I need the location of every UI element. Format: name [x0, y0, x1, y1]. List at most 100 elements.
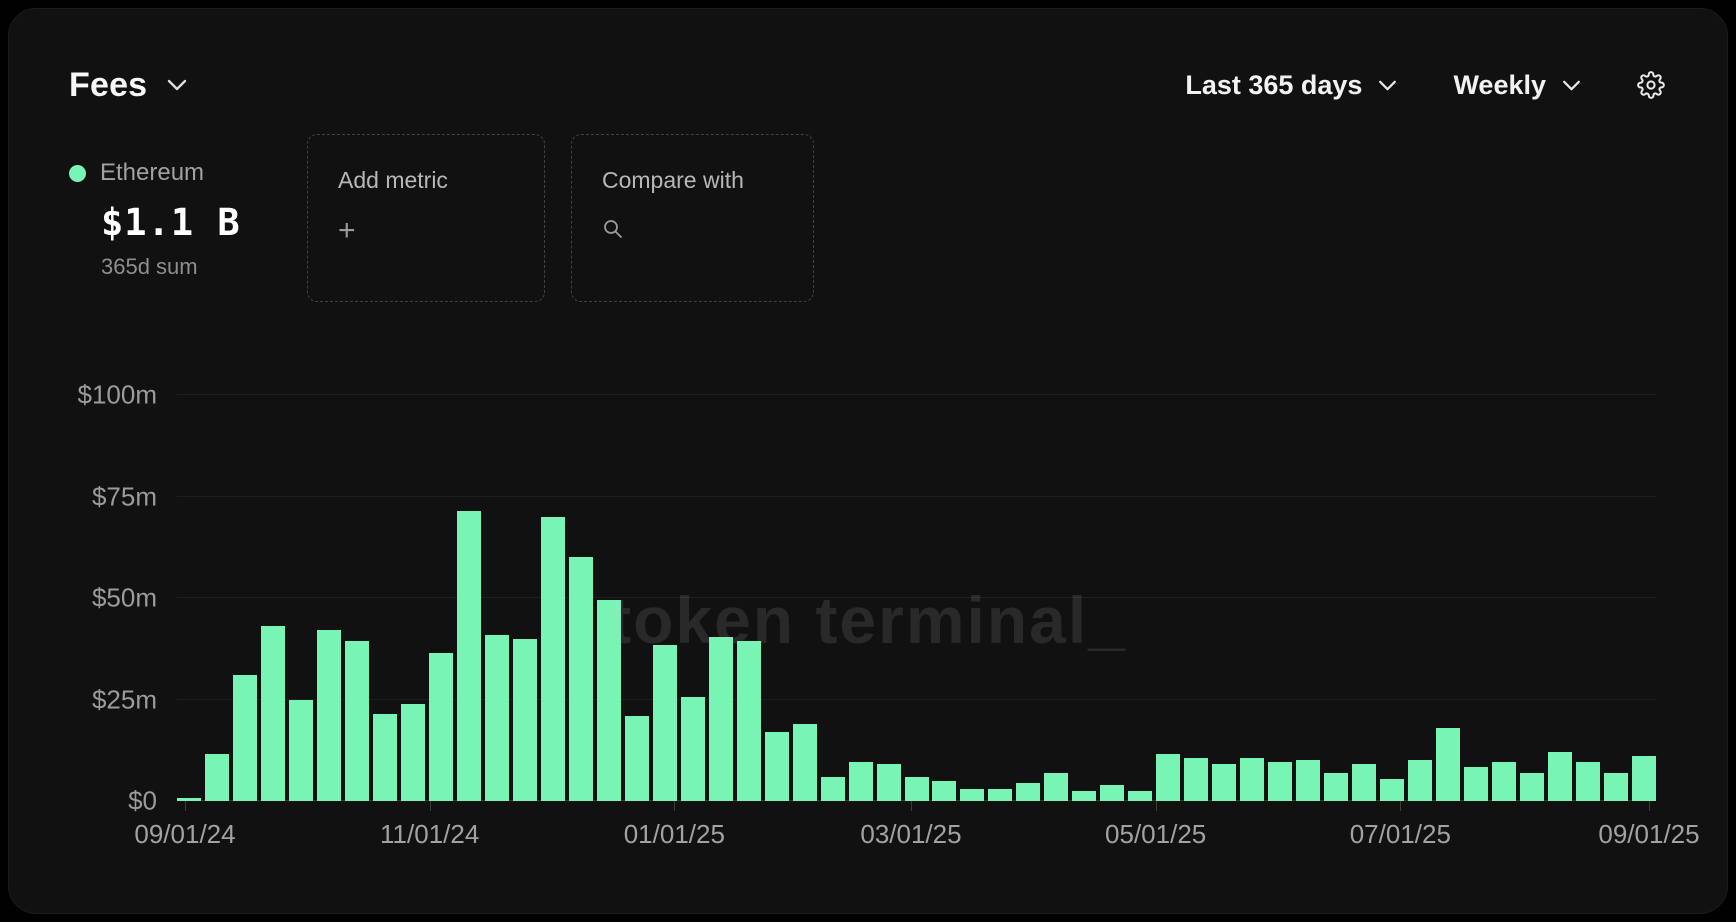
bar-week-15[interactable]	[568, 557, 593, 801]
bar-week-52[interactable]	[1604, 772, 1629, 801]
x-axis-label: 01/01/25	[623, 819, 725, 849]
bar-week-28[interactable]	[932, 780, 957, 801]
x-axis-tick	[910, 801, 912, 811]
chevron-down-icon	[1379, 80, 1397, 90]
bar-week-48[interactable]	[1492, 762, 1517, 801]
gridline-$25m	[177, 698, 1656, 700]
bar-week-37[interactable]	[1184, 758, 1209, 801]
bar-week-6[interactable]	[316, 630, 341, 801]
search-icon	[602, 218, 813, 245]
y-axis-label: $50m	[91, 582, 157, 613]
bar-week-10[interactable]	[428, 652, 453, 801]
bar-week-34[interactable]	[1100, 784, 1125, 801]
legend-series-ethereum[interactable]: Ethereum $1.1 B 365d sum	[61, 134, 307, 280]
bar-week-22[interactable]	[764, 731, 789, 801]
bar-week-43[interactable]	[1352, 764, 1377, 801]
bar-week-50[interactable]	[1548, 752, 1573, 801]
bar-week-14[interactable]	[540, 516, 565, 801]
bar-week-1[interactable]	[177, 798, 201, 801]
add-metric-button[interactable]: Add metric +	[307, 134, 545, 302]
x-axis-tick	[1400, 801, 1402, 811]
bar-week-18[interactable]	[652, 644, 677, 801]
chevron-down-icon	[168, 79, 187, 91]
granularity-selector[interactable]: Weekly	[1453, 70, 1581, 101]
gridline-$100m	[177, 394, 1656, 395]
date-range-selector[interactable]: Last 365 days	[1185, 70, 1397, 101]
date-range-label: Last 365 days	[1185, 69, 1363, 100]
bar-week-51[interactable]	[1576, 762, 1601, 801]
settings-button[interactable]	[1637, 71, 1665, 99]
x-axis-label: 03/01/25	[860, 819, 962, 849]
x-axis-label: 07/01/25	[1349, 819, 1451, 849]
header-controls: Last 365 days Weekly	[1185, 70, 1665, 101]
bar-week-38[interactable]	[1212, 764, 1237, 801]
bar-week-27[interactable]	[904, 776, 929, 801]
series-total-value: $1.1 B	[101, 201, 241, 244]
gridline-$50m	[177, 597, 1656, 598]
granularity-label: Weekly	[1453, 69, 1546, 100]
x-axis-tick	[185, 801, 186, 811]
metric-selector[interactable]: Fees	[69, 66, 187, 105]
x-axis-label: 09/01/25	[1598, 819, 1700, 849]
bar-week-26[interactable]	[876, 764, 901, 801]
series-sublabel: 365d sum	[101, 254, 198, 279]
bar-week-36[interactable]	[1156, 754, 1181, 801]
bar-week-4[interactable]	[260, 626, 285, 801]
bar-week-16[interactable]	[596, 600, 621, 801]
bar-week-29[interactable]	[960, 788, 985, 801]
bar-week-30[interactable]	[988, 788, 1013, 801]
add-metric-label: Add metric	[338, 167, 448, 193]
plus-icon: +	[338, 214, 356, 247]
bar-week-41[interactable]	[1296, 760, 1321, 801]
page-title: Fees	[69, 65, 148, 104]
bar-week-32[interactable]	[1044, 772, 1069, 801]
bar-week-42[interactable]	[1324, 772, 1349, 801]
compare-with-button[interactable]: Compare with	[571, 134, 814, 302]
x-axis-tick	[1155, 801, 1157, 811]
series-color-dot-icon	[69, 164, 86, 182]
compare-with-label: Compare with	[602, 167, 744, 193]
bar-week-53[interactable]	[1632, 756, 1656, 801]
x-axis-tick	[429, 801, 431, 811]
bar-week-25[interactable]	[848, 762, 873, 801]
bar-week-23[interactable]	[792, 723, 817, 801]
x-axis-tick	[674, 801, 676, 811]
header: Fees Last 365 days Weekly	[69, 63, 1665, 107]
y-axis-label: $75m	[91, 481, 157, 511]
bar-week-47[interactable]	[1464, 766, 1489, 801]
bar-week-31[interactable]	[1016, 782, 1041, 801]
gear-icon	[1637, 71, 1665, 99]
bar-week-3[interactable]	[232, 675, 257, 801]
bar-week-40[interactable]	[1268, 762, 1293, 801]
bar-week-19[interactable]	[680, 697, 705, 801]
bar-week-5[interactable]	[288, 699, 313, 801]
series-name: Ethereum	[100, 159, 205, 186]
bar-week-17[interactable]	[624, 715, 649, 801]
legend-row: Ethereum $1.1 B 365d sum Add metric + Co…	[61, 134, 840, 302]
x-axis-label: 11/01/24	[380, 819, 480, 849]
bar-week-8[interactable]	[372, 713, 397, 801]
bar-week-24[interactable]	[820, 776, 845, 801]
bar-week-49[interactable]	[1520, 772, 1545, 801]
bar-week-20[interactable]	[708, 636, 733, 801]
bar-chart-plot-area: 09/01/24 11/01/24 01/01/25 03/01/25 05/01/25…	[134, 394, 1700, 849]
bar-week-45[interactable]	[1408, 760, 1433, 801]
bar-week-11[interactable]	[456, 510, 481, 801]
fees-chart-card: Fees Last 365 days Weekly	[8, 8, 1728, 914]
chevron-down-icon	[1563, 80, 1580, 90]
bar-week-35[interactable]	[1128, 790, 1153, 801]
bar-week-39[interactable]	[1240, 758, 1265, 801]
x-axis-label: 09/01/24	[134, 819, 236, 849]
bar-week-33[interactable]	[1072, 790, 1097, 801]
bar-week-13[interactable]	[512, 638, 537, 801]
x-axis-label: 05/01/25	[1105, 819, 1207, 849]
gridline-$75m	[177, 495, 1656, 497]
bar-week-21[interactable]	[736, 640, 761, 801]
bar-week-9[interactable]	[400, 703, 425, 801]
bar-week-44[interactable]	[1380, 778, 1405, 801]
bar-week-12[interactable]	[484, 634, 509, 801]
bar-week-7[interactable]	[344, 640, 369, 801]
bar-week-46[interactable]	[1436, 727, 1461, 801]
bar-week-2[interactable]	[204, 754, 229, 801]
